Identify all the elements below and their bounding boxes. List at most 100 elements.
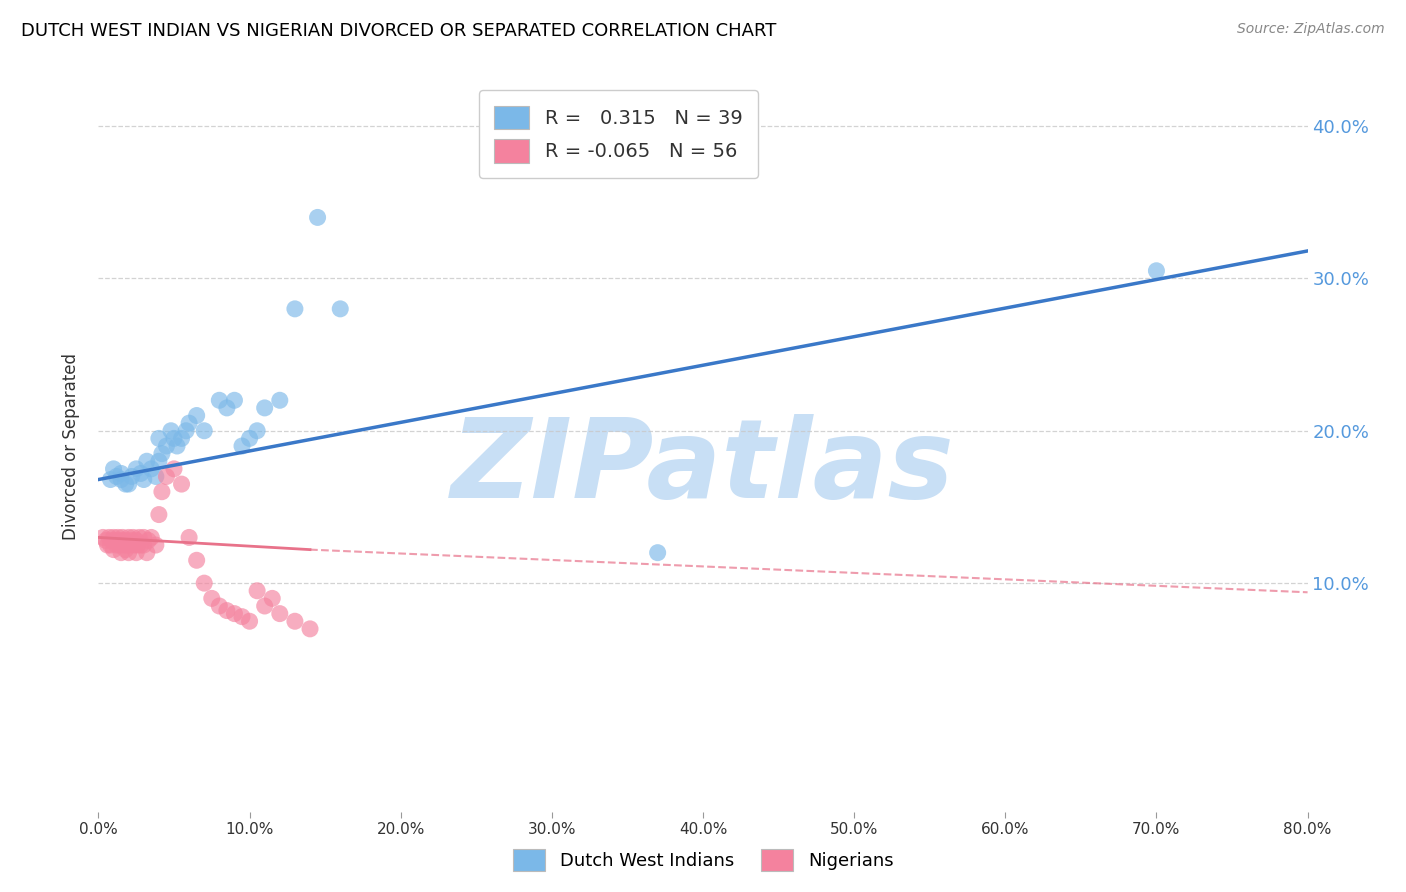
Point [150, 484, 173, 499]
Point [108, 538, 131, 552]
Point [186, 553, 208, 567]
Point [96, 538, 118, 552]
Point [155, 469, 177, 483]
Point [114, 533, 136, 548]
Point [299, 622, 322, 636]
Point [110, 546, 132, 560]
Point [269, 393, 291, 408]
Point [186, 409, 208, 423]
Point [284, 301, 307, 316]
Point [136, 533, 159, 548]
Point [105, 469, 128, 483]
Point [231, 609, 253, 624]
Point [114, 477, 136, 491]
Point [118, 546, 141, 560]
Point [98, 530, 121, 544]
Point [208, 393, 231, 408]
Point [121, 533, 143, 548]
Point [110, 467, 132, 481]
Point [179, 416, 201, 430]
Point [193, 576, 215, 591]
Point [127, 538, 149, 552]
Point [208, 599, 231, 613]
Point [112, 538, 135, 552]
Point [170, 431, 193, 445]
Text: DUTCH WEST INDIAN VS NIGERIAN DIVORCED OR SEPARATED CORRELATION CHART: DUTCH WEST INDIAN VS NIGERIAN DIVORCED O… [21, 22, 776, 40]
Point [110, 473, 132, 487]
Point [179, 530, 201, 544]
Point [224, 393, 246, 408]
Point [114, 542, 136, 557]
Point [150, 447, 173, 461]
Point [125, 546, 148, 560]
Point [124, 538, 146, 552]
Point [174, 424, 197, 438]
Point [163, 431, 186, 445]
Point [253, 401, 276, 415]
Point [262, 591, 284, 606]
Point [224, 607, 246, 621]
Y-axis label: Divorced or Separated: Divorced or Separated [62, 352, 80, 540]
Point [215, 603, 238, 617]
Point [231, 439, 253, 453]
Point [101, 533, 124, 548]
Point [148, 431, 170, 445]
Point [141, 462, 163, 476]
Text: ZIPatlas: ZIPatlas [451, 415, 955, 522]
Point [107, 530, 129, 544]
Point [215, 401, 238, 415]
Point [118, 477, 141, 491]
Point [111, 530, 134, 544]
Point [239, 431, 262, 445]
Point [269, 607, 291, 621]
Legend: Dutch West Indians, Nigerians: Dutch West Indians, Nigerians [505, 842, 901, 879]
Point [100, 538, 122, 552]
Point [155, 439, 177, 453]
Point [135, 546, 157, 560]
Point [105, 533, 128, 548]
Point [253, 599, 276, 613]
Point [148, 454, 170, 468]
Point [163, 462, 186, 476]
Point [118, 530, 141, 544]
Point [128, 530, 150, 544]
Point [166, 439, 188, 453]
Point [105, 538, 128, 552]
Point [120, 538, 142, 552]
Point [125, 533, 148, 548]
Point [132, 530, 155, 544]
Point [125, 462, 148, 476]
Point [132, 538, 155, 552]
Point [239, 614, 262, 628]
Point [129, 538, 152, 552]
Point [246, 583, 269, 598]
Point [148, 508, 170, 522]
Point [145, 469, 167, 483]
Point [115, 538, 138, 552]
Point [145, 538, 167, 552]
Point [160, 424, 183, 438]
Point [193, 424, 215, 438]
Legend: R =   0.315   N = 39, R = -0.065   N = 56: R = 0.315 N = 39, R = -0.065 N = 56 [478, 90, 758, 178]
Point [110, 533, 132, 548]
Point [284, 614, 307, 628]
Point [201, 591, 224, 606]
Point [103, 462, 125, 476]
Point [135, 454, 157, 468]
Point [307, 211, 329, 225]
Point [122, 530, 145, 544]
Point [94, 533, 117, 548]
Point [329, 301, 352, 316]
Point [170, 477, 193, 491]
Text: Source: ZipAtlas.com: Source: ZipAtlas.com [1237, 22, 1385, 37]
Point [141, 530, 163, 544]
Point [132, 473, 155, 487]
Point [103, 542, 125, 557]
Point [103, 530, 125, 544]
Point [121, 469, 143, 483]
Point [1144, 264, 1167, 278]
Point [246, 424, 269, 438]
Point [129, 467, 152, 481]
Point [647, 546, 669, 560]
Point [91, 530, 114, 544]
